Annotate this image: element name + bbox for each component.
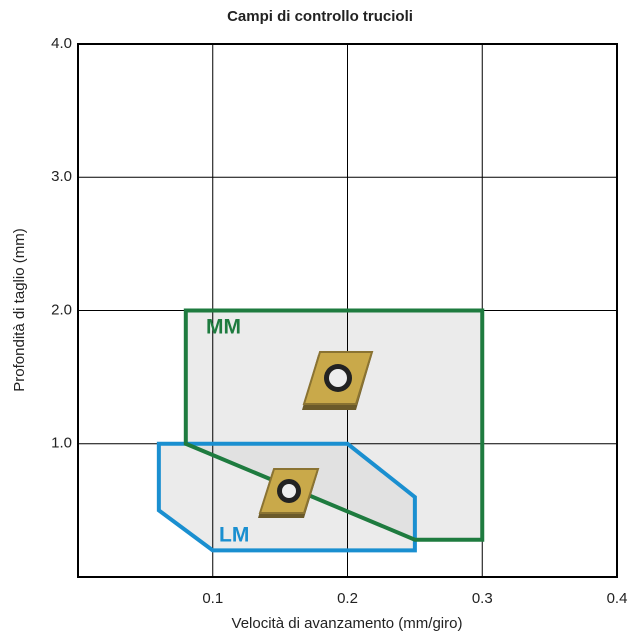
region-label: LM xyxy=(219,524,249,547)
x-tick-label: 0.1 xyxy=(202,590,223,607)
x-tick-label: 0.3 xyxy=(472,590,493,607)
chart-title: Campi di controllo trucioli xyxy=(227,8,413,25)
y-tick-label: 4.0 xyxy=(51,35,72,52)
y-axis-label: Profondità di taglio (mm) xyxy=(11,228,28,391)
region-label: MM xyxy=(206,316,241,339)
x-axis-label: Velocità di avanzamento (mm/giro) xyxy=(232,615,463,632)
x-tick-label: 0.4 xyxy=(607,590,628,607)
x-tick-label: 0.2 xyxy=(337,590,358,607)
chart: Campi di controllo trucioli Velocità di … xyxy=(0,0,639,639)
y-tick-label: 3.0 xyxy=(51,168,72,185)
y-tick-label: 2.0 xyxy=(51,301,72,318)
y-tick-label: 1.0 xyxy=(51,435,72,452)
regions xyxy=(159,311,482,551)
